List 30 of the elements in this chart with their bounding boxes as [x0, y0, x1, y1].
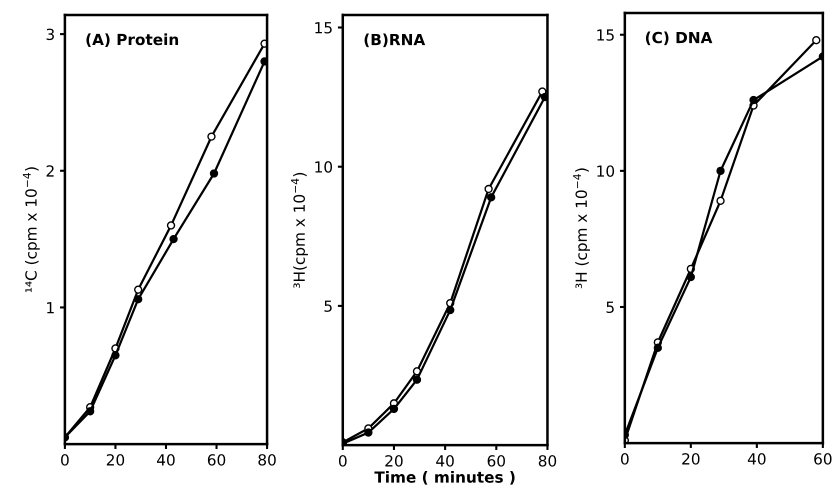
x-tick-label: 60 — [488, 455, 505, 467]
x-tick-label: 20 — [682, 453, 700, 465]
text: (B)RNA — [364, 33, 426, 48]
x-tick-label: 60 — [814, 453, 832, 465]
y-tick-label: 3 — [46, 28, 54, 40]
x-tick-label: 0 — [620, 453, 629, 465]
x-tick-label: 40 — [157, 454, 175, 466]
y-tick-label: 10 — [597, 165, 614, 177]
x-tick-label: 0 — [61, 454, 69, 466]
x-tick-label: 80 — [538, 455, 556, 467]
y-axis-title: ³H (cpm x 10$^{−4}$) — [573, 168, 590, 288]
y-tick-label: 15 — [315, 22, 332, 34]
y-axis-title: ³H(cpm x 10$^{−4}$) — [291, 172, 308, 288]
x-tick-label: 40 — [436, 455, 454, 467]
x-tick-label: 80 — [258, 454, 276, 466]
x-tick-label: 0 — [338, 455, 347, 467]
y-tick-label: 5 — [606, 302, 614, 314]
x-axis-title: Time ( minutes ) — [374, 471, 515, 485]
y-tick-label: 15 — [597, 29, 614, 41]
y-tick-label: 2 — [46, 165, 54, 177]
text: (C) DNA — [646, 31, 712, 46]
y-tick-label: 10 — [315, 161, 332, 173]
y-tick-label: 1 — [47, 302, 54, 314]
y-tick-label: 5 — [324, 300, 332, 312]
y-axis-title: ¹⁴C (cpm x 10$^{−4}$) — [22, 167, 40, 292]
x-tick-label: 40 — [748, 453, 766, 465]
x-tick-label: 20 — [385, 455, 403, 467]
x-tick-label: 20 — [106, 454, 124, 466]
text: (A) Protein — [86, 33, 178, 48]
x-tick-label: 60 — [208, 454, 226, 466]
